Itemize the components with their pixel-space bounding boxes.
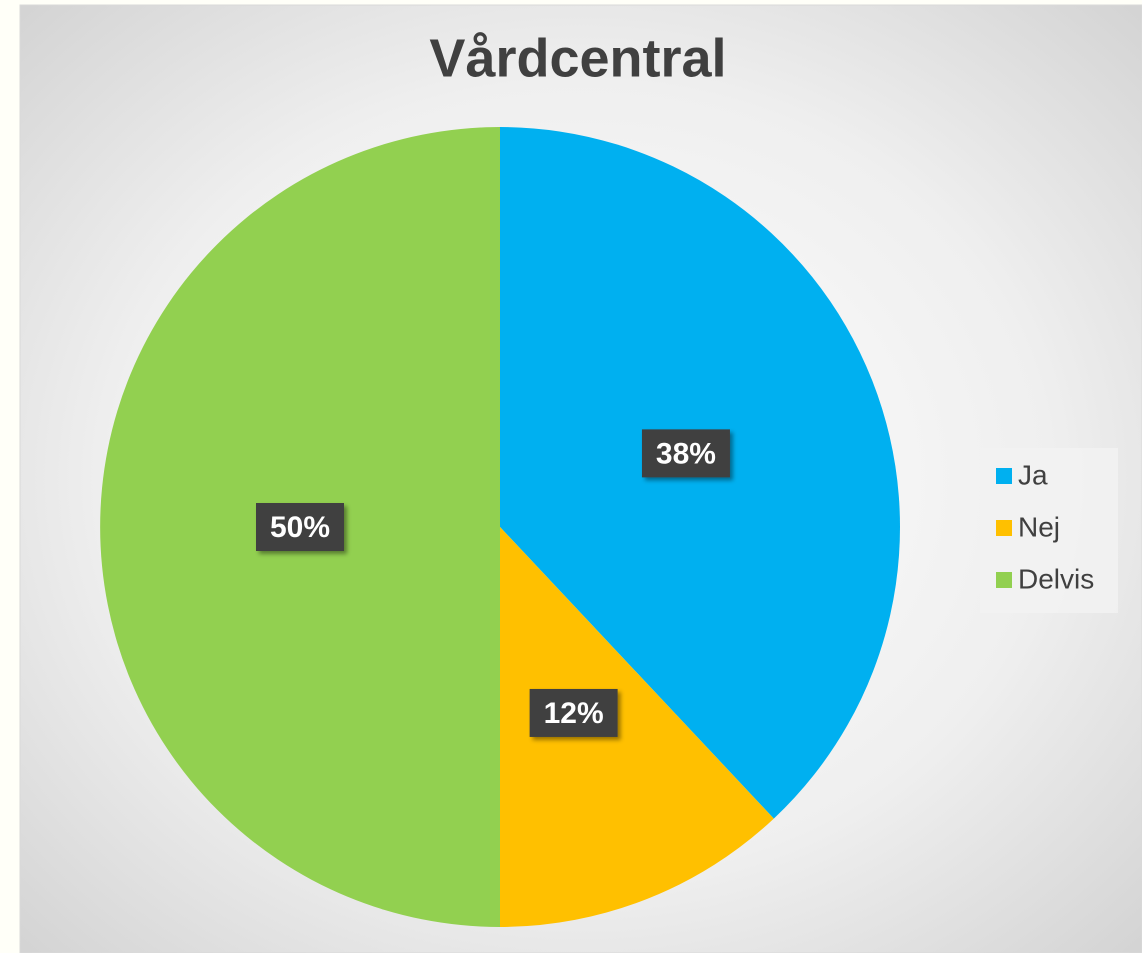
legend-label: Delvis: [1018, 563, 1094, 594]
data-label: 12%: [544, 697, 604, 730]
legend-swatch: [996, 520, 1012, 536]
pie-slice: [500, 527, 774, 927]
legend-swatch: [996, 572, 1012, 588]
data-label-box: [529, 688, 618, 737]
legend-label: Nej: [1018, 511, 1060, 542]
legend-label: Ja: [1018, 459, 1048, 490]
chart-title: Vårdcentral: [429, 28, 726, 88]
data-label: 38%: [656, 437, 716, 470]
data-label-box: [641, 429, 730, 478]
data-label-box: [256, 503, 344, 551]
legend-swatch: [996, 468, 1012, 484]
data-label: 50%: [270, 511, 330, 544]
